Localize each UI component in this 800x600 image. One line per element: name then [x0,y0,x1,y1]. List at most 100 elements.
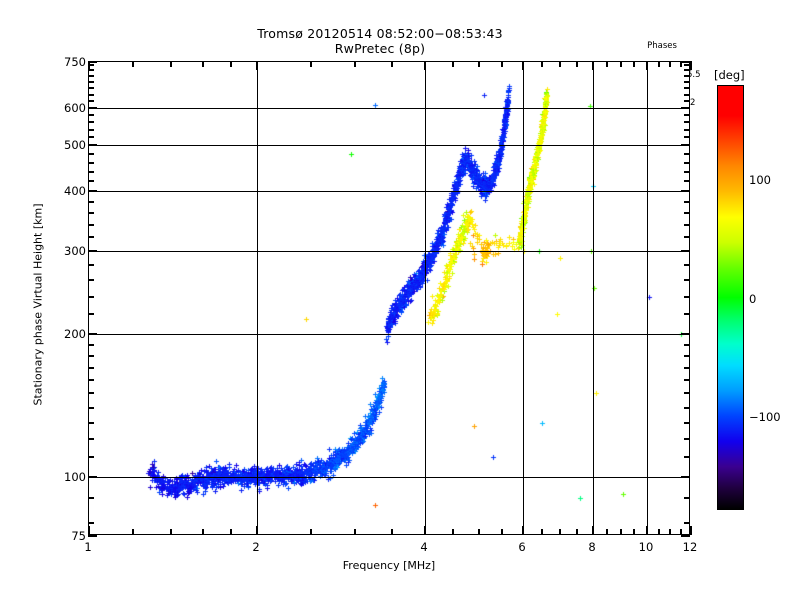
x-axis-minor-tick [576,529,578,535]
chart-title: Tromsø 20120514 08:52:00−08:53:43 [257,26,503,41]
x-axis-minor-tick [132,529,134,535]
y-axis-minor-tick [88,64,94,66]
x-axis-minor-tick [541,61,543,67]
grid-line-vertical [425,62,426,534]
x-axis-minor-tick [310,61,312,67]
grid-line-vertical [593,62,594,534]
x-axis-tick [88,61,90,70]
y-axis-minor-tick [88,313,94,315]
x-axis-minor-tick [310,529,312,535]
y-axis-minor-tick [684,367,690,369]
phase-stats-header: Phases [647,41,677,51]
x-axis-tick-label: 8 [588,540,596,554]
x-axis-minor-tick [501,61,503,67]
y-axis-minor-tick [684,279,690,281]
x-axis-minor-tick [576,61,578,67]
x-axis-minor-tick [391,61,393,67]
y-axis-tick [88,61,97,63]
y-axis-minor-tick [88,121,94,123]
y-axis-minor-tick [88,136,94,138]
y-axis-tick [681,107,690,109]
x-axis-tick [592,526,594,535]
scatter-points-layer [89,62,689,534]
grid-line-vertical [647,62,648,534]
y-axis-minor-tick [684,136,690,138]
chart-subtitle: RwPretec (8p) [334,41,426,56]
y-axis-minor-tick [88,69,94,71]
y-axis-minor-tick [88,236,94,238]
y-axis-minor-tick [88,344,94,346]
x-axis-minor-tick [354,529,356,535]
x-axis-title: Frequency [MHz] [342,559,436,572]
x-axis-minor-tick [170,529,172,535]
grid-line-horizontal [89,191,689,192]
x-axis-minor-tick [478,61,480,67]
x-axis-minor-tick [478,529,480,535]
y-axis-minor-tick [88,212,94,214]
y-axis-tick [681,535,690,537]
y-axis-tick-label: 600 [64,101,86,115]
x-axis-minor-tick [354,61,356,67]
x-axis-tick [690,61,692,70]
y-axis-tick [88,250,97,252]
y-axis-tick [681,144,690,146]
y-axis-minor-tick [88,162,94,164]
y-axis-minor-tick [88,87,94,89]
y-axis-minor-tick [684,344,690,346]
y-axis-tick [681,250,690,252]
y-axis-minor-tick [88,153,94,155]
y-axis-minor-tick [88,94,94,96]
x-axis-tick [646,61,648,70]
y-axis-tick-label: 750 [64,55,86,69]
grid-line-horizontal [89,477,689,478]
y-axis-minor-tick [684,64,690,66]
y-axis-minor-tick [684,355,690,357]
x-axis-minor-tick [633,529,635,535]
colorbar-tick-label: 100 [749,173,771,187]
y-axis-minor-tick [684,379,690,381]
y-axis-minor-tick [684,201,690,203]
x-axis-tick [522,61,524,70]
y-axis-minor-tick [684,236,690,238]
y-axis-minor-tick [88,279,94,281]
y-axis-minor-tick [88,422,94,424]
x-axis-tick-label: 12 [682,540,698,554]
y-axis-minor-tick [88,180,94,182]
x-axis-minor-tick [452,61,454,67]
x-axis-tick-label: 1 [84,540,92,554]
x-axis-minor-tick [680,529,682,535]
x-axis-tick [646,526,648,535]
y-axis-tick [681,476,690,478]
y-axis-minor-tick [684,438,690,440]
y-axis-minor-tick [88,224,94,226]
y-axis-minor-tick [88,171,94,173]
x-axis-minor-tick [606,61,608,67]
grid-line-vertical [523,62,524,534]
y-axis-minor-tick [684,75,690,77]
x-axis-tick [522,526,524,535]
y-axis-tick [88,333,97,335]
y-axis-tick-label: 300 [64,244,86,258]
x-axis-minor-tick [658,61,660,67]
y-axis-minor-tick [88,407,94,409]
y-axis-tick-label: 200 [64,327,86,341]
x-axis-minor-tick [541,529,543,535]
x-axis-minor-tick [132,61,134,67]
y-axis-minor-tick [684,153,690,155]
x-axis-minor-tick [501,529,503,535]
x-axis-tick-label: 6 [518,540,526,554]
grid-line-horizontal [89,251,689,252]
y-axis-minor-tick [88,522,94,524]
y-axis-tick [88,476,97,478]
y-axis-tick [681,61,690,63]
x-axis-minor-tick [620,529,622,535]
y-axis-minor-tick [684,121,690,123]
x-axis-minor-tick [658,529,660,535]
y-axis-tick-label: 400 [64,184,86,198]
x-axis-tick [424,526,426,535]
y-axis-tick [681,190,690,192]
grid-line-vertical [257,62,258,534]
x-axis-tick [256,61,258,70]
y-axis-minor-tick [684,224,690,226]
x-axis-minor-tick [452,529,454,535]
